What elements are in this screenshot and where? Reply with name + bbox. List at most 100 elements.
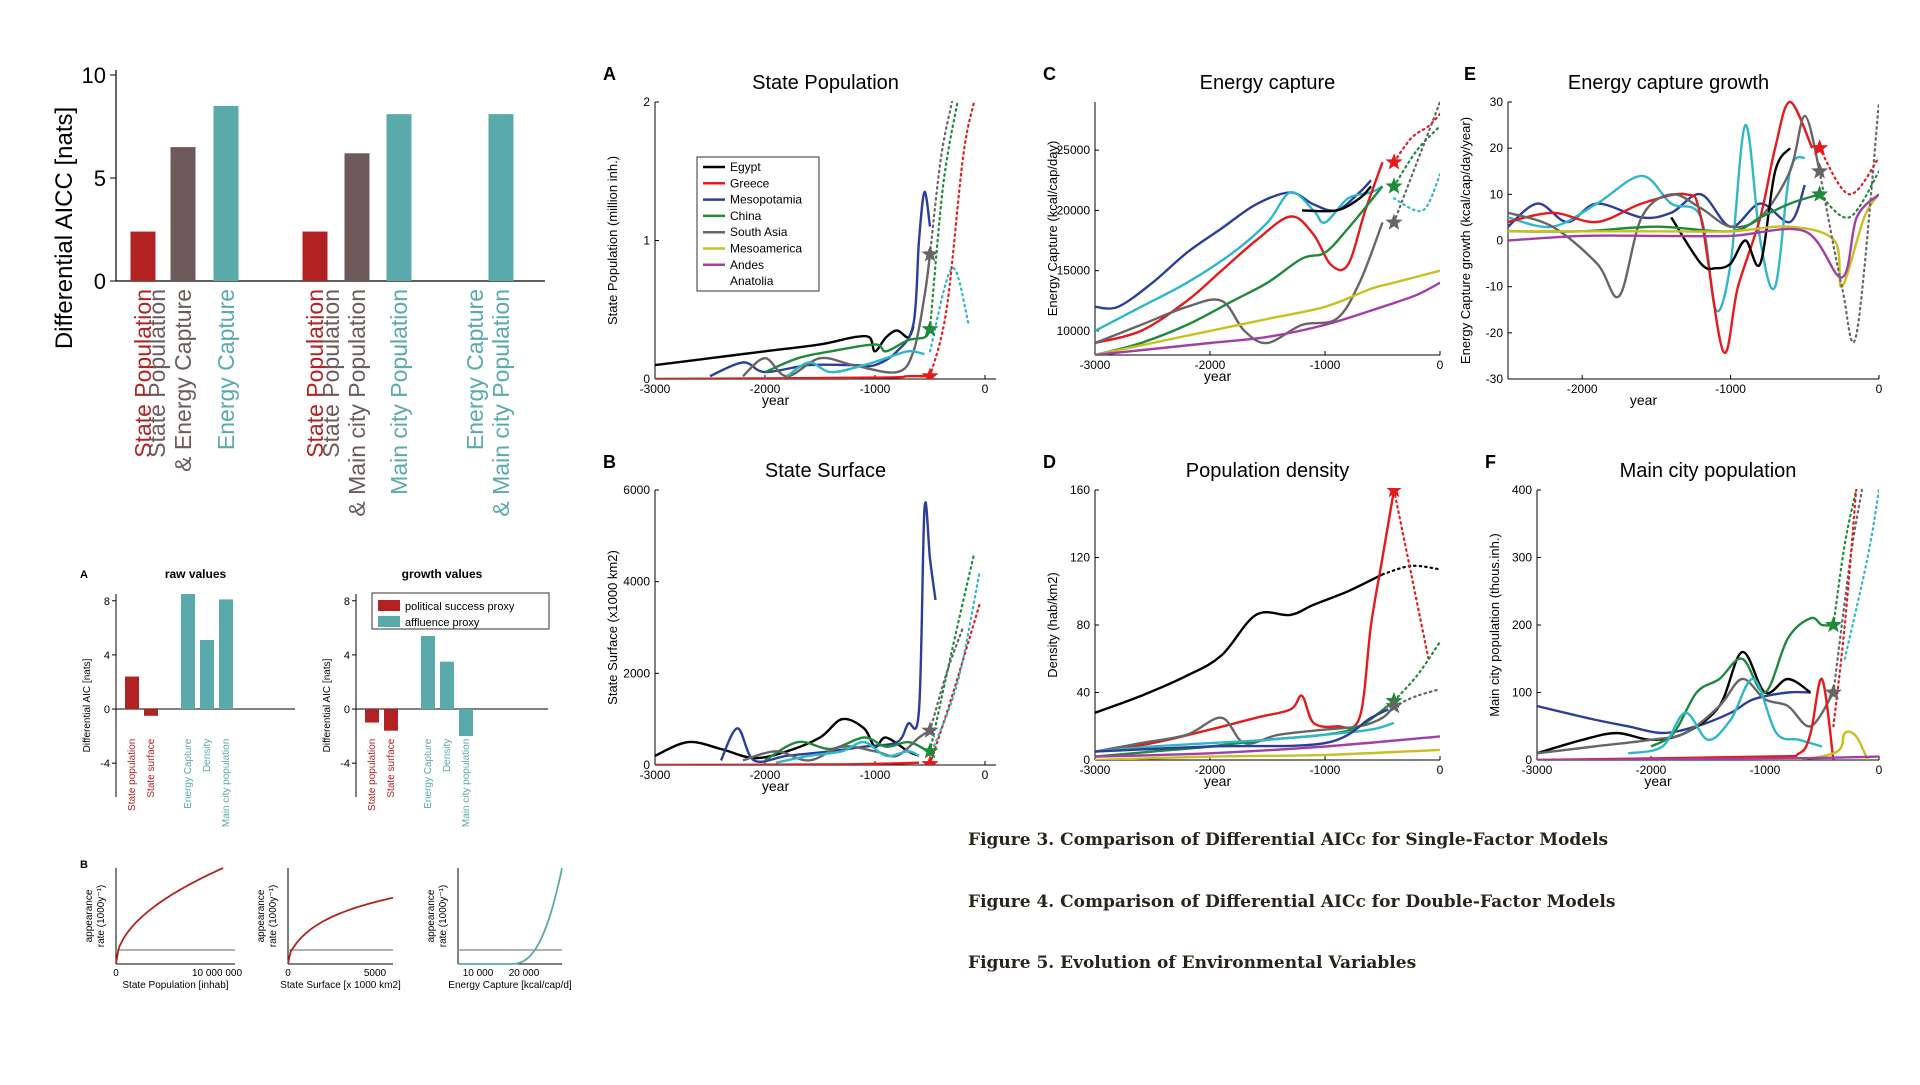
- projection-anatolia: [1392, 173, 1440, 213]
- bar-state-surface: [144, 709, 158, 716]
- y-label-line: rate (1000y⁻¹): [96, 885, 107, 948]
- legend-label-egypt: Egypt: [730, 160, 761, 174]
- y-label-line: rate (1000y⁻¹): [268, 885, 279, 948]
- plot-area: [655, 501, 981, 765]
- x-tick-label: -3000: [1522, 763, 1553, 777]
- legend-label-anatolia: Anatolia: [730, 274, 774, 288]
- rate-curve: [287, 896, 394, 965]
- region-legend: Egypt Greece Mesopotamia China South Asia Mes…: [696, 156, 820, 292]
- panel-letter: A: [603, 64, 616, 84]
- legend-swatch: [378, 616, 400, 627]
- caption-figure-3: Figure 3. Comparison of Differential AIC…: [968, 830, 1609, 850]
- plot-area: [1508, 100, 1879, 355]
- y-axis-label: State Surface (x1000 km2): [605, 550, 620, 705]
- x-tick-label: 0: [285, 968, 291, 979]
- x-axis-label: year: [762, 778, 790, 794]
- series-south-asia: [742, 729, 931, 762]
- x-tick-label: 20 000: [509, 968, 540, 979]
- x-tick-label: -1000: [1750, 763, 1781, 777]
- category-label-density: Density: [202, 739, 213, 772]
- x-tick-label: -2000: [1567, 382, 1598, 396]
- star-marker-greece: [1386, 488, 1402, 498]
- x-axis-label: Energy Capture [kcal/cap/d]: [448, 980, 572, 991]
- x-tick-label: 0: [113, 968, 119, 979]
- y-tick-label: 120: [1070, 551, 1090, 565]
- series-anatolia: [1508, 123, 1806, 313]
- series-anatolia: [1095, 185, 1384, 332]
- y-axis-label: appearancerate (1000y⁻¹): [84, 885, 107, 948]
- category-label-state-surface: State surface: [146, 738, 157, 797]
- y-axis-label: Differential AIC [nats]: [82, 658, 93, 752]
- y-tick-label: 300: [1512, 551, 1532, 565]
- legend-label-mesopotamia: Mesopotamia: [730, 193, 802, 207]
- category-label-energy-capture: Energy Capture: [183, 738, 194, 808]
- series-greece: [655, 761, 920, 765]
- plot-area: [655, 100, 976, 379]
- y-tick-label: 15000: [1057, 264, 1091, 278]
- y-tick-label: 200: [1512, 618, 1532, 632]
- y-tick-label: 4: [104, 650, 110, 662]
- x-tick-label: -3000: [640, 382, 671, 396]
- projection-greece: [1392, 112, 1440, 164]
- panel-title: State Surface: [765, 460, 886, 482]
- x-axis-label: year: [762, 392, 790, 408]
- subplot-title: raw values: [165, 567, 227, 581]
- legend-label-china: China: [730, 209, 762, 223]
- series-andes: [1095, 281, 1440, 355]
- projection-egypt: [1381, 564, 1440, 576]
- y-tick-label: 5: [94, 166, 106, 191]
- series-mesopotamia: [719, 501, 937, 764]
- panel-letter: B: [603, 452, 616, 472]
- projection-china: [1392, 125, 1440, 188]
- y-tick-label: 0: [94, 269, 106, 294]
- y-tick-label: 8: [344, 596, 350, 608]
- panel-letter: C: [1043, 64, 1056, 84]
- projection-china: [1832, 488, 1858, 627]
- series-andes: [1095, 735, 1440, 758]
- y-axis-label: Main city population (thous.inh.): [1487, 533, 1502, 717]
- x-tick-label: 5000: [364, 968, 387, 979]
- panel-letter: D: [1043, 452, 1056, 472]
- series-south-asia: [1095, 222, 1384, 345]
- star-marker-china: [921, 320, 939, 337]
- series-anatolia: [1627, 677, 1823, 755]
- bar-state-population: [365, 709, 379, 723]
- category-label-main-city-population: Main city population: [221, 739, 232, 827]
- bar-energy-capture: [181, 594, 195, 710]
- series-egypt: [1537, 650, 1812, 755]
- panel-title: Main city population: [1620, 460, 1797, 482]
- projection-south-asia: [1392, 100, 1440, 224]
- bar-main-city-population: [219, 599, 233, 710]
- series-anatolia: [775, 740, 920, 764]
- legend-box: [696, 156, 820, 292]
- star-marker-china: [1385, 177, 1403, 194]
- projection-greece: [928, 100, 976, 378]
- rate-curve: [458, 867, 563, 965]
- y-axis-label: Density (hab/km2): [1045, 572, 1060, 677]
- category-label-density: Density: [442, 739, 453, 772]
- projection-china: [928, 553, 976, 753]
- x-tick-label: -2000: [1195, 358, 1226, 372]
- y-tick-label: -10: [1486, 280, 1504, 294]
- figure-5-panel-d: -3000 -2000 -1000 0 0 40 80 120 160 D Population d…: [1043, 452, 1444, 789]
- bar-label-line: State Population: [302, 289, 328, 458]
- rate-curve: [115, 867, 224, 965]
- y-tick-label: 20000: [1057, 203, 1091, 217]
- bar-state-population-energy-capture: [170, 147, 196, 281]
- subplot-title: growth values: [402, 567, 483, 581]
- y-label-line: appearance: [426, 889, 437, 942]
- legend-box: [371, 592, 550, 630]
- y-tick-label: 160: [1070, 483, 1090, 497]
- category-label-main-city-population: Main city population: [461, 739, 472, 827]
- figure-5-panel-b: -3000 -2000 -1000 0 0 2000 4000 6000 B State Surf…: [603, 452, 996, 794]
- y-tick-label: 25000: [1057, 143, 1091, 157]
- star-marker-china: [921, 742, 939, 759]
- bar-label-energy-capture: Energy Capture: [213, 289, 239, 450]
- x-tick-label: 0: [1437, 763, 1444, 777]
- figure-3a-raw-values: raw values -4 0 4 8 Differential AIC [nats] St…: [82, 567, 295, 827]
- bar-state-surface: [384, 709, 398, 731]
- x-tick-label: -1000: [860, 768, 891, 782]
- y-tick-label: -20: [1486, 326, 1504, 340]
